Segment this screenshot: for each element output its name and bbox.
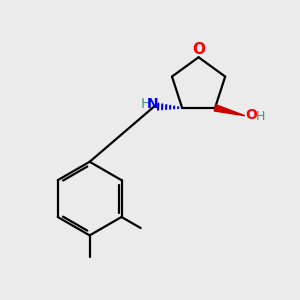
Text: N: N: [147, 97, 158, 111]
Polygon shape: [214, 105, 245, 116]
Text: ·H: ·H: [253, 110, 266, 123]
Text: O: O: [192, 42, 205, 57]
Text: O: O: [245, 108, 257, 122]
Text: H: H: [141, 97, 152, 111]
